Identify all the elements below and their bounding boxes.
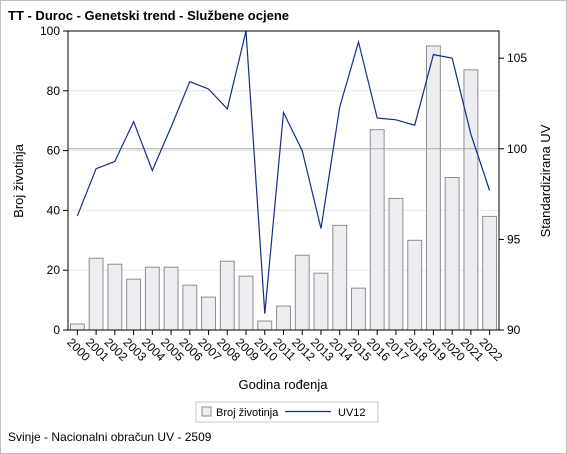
bar-2020	[444, 177, 460, 331]
bar-2016	[369, 129, 385, 331]
bar-2018	[407, 239, 423, 331]
x-axis: 2000200120022003200420052006200720082009…	[64, 330, 505, 364]
bar-2008	[219, 260, 235, 331]
y2-tick-label: 105	[507, 51, 527, 65]
y-tick-label: 20	[47, 263, 61, 277]
bar-2013	[313, 272, 329, 331]
y-tick-label: 100	[40, 24, 60, 38]
bar-2010	[257, 320, 273, 331]
y-axis-label: Broj životinja	[11, 143, 26, 217]
bar-2012	[294, 254, 310, 331]
bar-2007	[201, 296, 216, 331]
bar-2006	[182, 284, 198, 331]
legend-bar-swatch	[201, 406, 212, 417]
y-tick-label: 80	[47, 84, 61, 98]
bar-2022	[482, 215, 498, 331]
bar-2009	[238, 275, 254, 331]
bar-2001	[88, 257, 104, 331]
bar-2011	[276, 305, 291, 331]
chart-title: TT - Duroc - Genetski trend - Službene o…	[8, 8, 289, 23]
bar-2021	[463, 69, 479, 331]
bar-2003	[126, 278, 142, 331]
bar-2002	[107, 263, 123, 331]
y2-tick-label: 100	[507, 142, 527, 156]
bar-2019	[425, 45, 441, 331]
y-axis-left: 0 20 40 60 80 100	[40, 24, 68, 337]
footnote: Svinje - Nacionalni obračun UV - 2509	[8, 430, 212, 444]
y-tick-label: 0	[53, 323, 60, 337]
bar-2017	[388, 197, 404, 331]
y-axis-right: 90 95 100 105	[499, 51, 527, 337]
x-axis-label: Godina rođenja	[239, 377, 329, 392]
uv12-line	[76, 30, 491, 314]
bar-2000	[69, 323, 85, 331]
bar-2004	[144, 266, 160, 331]
bar-2014	[332, 224, 348, 331]
bar-2005	[163, 266, 179, 331]
y2-tick-label: 90	[507, 323, 521, 337]
bar-2015	[351, 287, 366, 331]
legend-bar-label: Broj životinja	[216, 407, 279, 419]
y-tick-label: 60	[47, 144, 61, 158]
y-tick-label: 40	[47, 203, 61, 217]
bar-series	[69, 45, 498, 331]
legend-line-label: UV12	[338, 407, 366, 419]
y2-tick-label: 95	[507, 232, 521, 246]
legend: Broj životinja UV12	[195, 401, 379, 423]
y2-axis-label: Standardizirana UV	[538, 124, 553, 237]
